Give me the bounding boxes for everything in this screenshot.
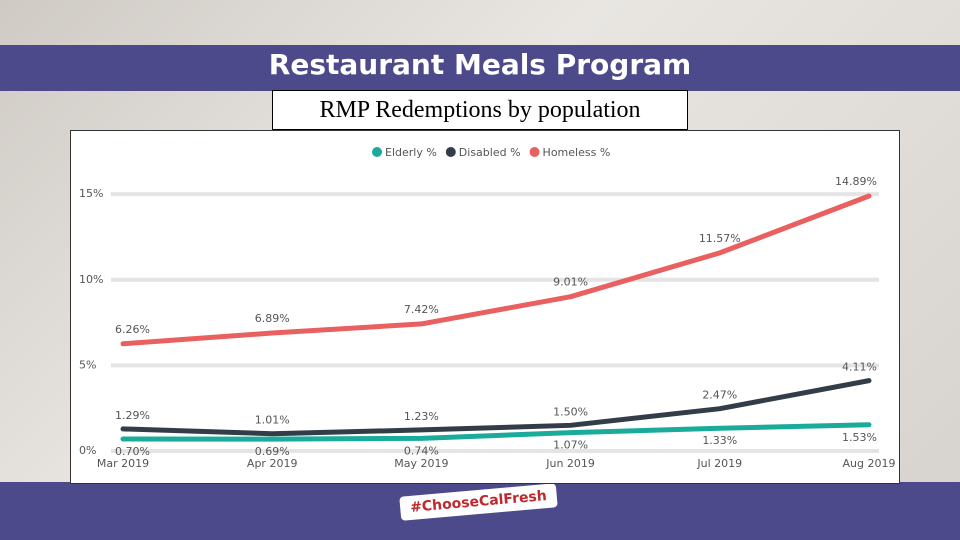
data-label: 1.53% (842, 431, 877, 444)
data-label: 1.01% (255, 414, 290, 427)
data-label: 1.07% (553, 439, 588, 452)
data-label: 11.57% (699, 232, 741, 245)
legend-label: Homeless % (543, 146, 611, 159)
legend-marker (372, 147, 382, 157)
data-label: 1.23% (404, 410, 439, 423)
data-label: 9.01% (553, 276, 588, 289)
series-line (120, 378, 872, 437)
x-tick-label: Mar 2019 (97, 457, 149, 470)
legend-label: Disabled % (459, 146, 521, 159)
data-label: 1.29% (115, 409, 150, 422)
data-label: 0.69% (255, 445, 290, 458)
series-line (120, 193, 872, 347)
data-label: 1.50% (553, 405, 588, 418)
data-label: 0.74% (404, 444, 439, 457)
y-tick-label: 10% (79, 273, 103, 286)
data-label: 0.70% (115, 445, 150, 458)
data-label: 7.42% (404, 303, 439, 316)
data-label: 4.11% (842, 361, 877, 374)
legend-marker (529, 147, 540, 157)
x-tick-label: Jun 2019 (545, 457, 595, 470)
data-label: 14.89% (835, 175, 877, 188)
data-label: 6.89% (255, 312, 290, 325)
data-label: 1.33% (702, 434, 737, 447)
chart: 0% 5% 10% 15% Mar 2019 Apr 2019 May 2019 Jun 20… (70, 130, 900, 484)
x-tick-label: May 2019 (394, 457, 448, 470)
y-tick-label: 15% (79, 187, 103, 200)
x-tick-label: Aug 2019 (843, 457, 896, 470)
legend-marker (445, 147, 456, 157)
y-tick-label: 5% (79, 358, 96, 371)
legend-label: Elderly % (385, 146, 437, 159)
chart-title: RMP Redemptions by population (272, 90, 688, 130)
x-tick-label: Jul 2019 (696, 457, 742, 470)
slide-title: Restaurant Meals Program (268, 48, 692, 81)
data-label: 6.26% (115, 323, 150, 336)
y-tick-label: 0% (79, 444, 96, 457)
series-line (120, 422, 872, 442)
title-band (0, 45, 960, 91)
x-tick-label: Apr 2019 (247, 457, 298, 470)
data-label: 2.47% (702, 389, 737, 402)
